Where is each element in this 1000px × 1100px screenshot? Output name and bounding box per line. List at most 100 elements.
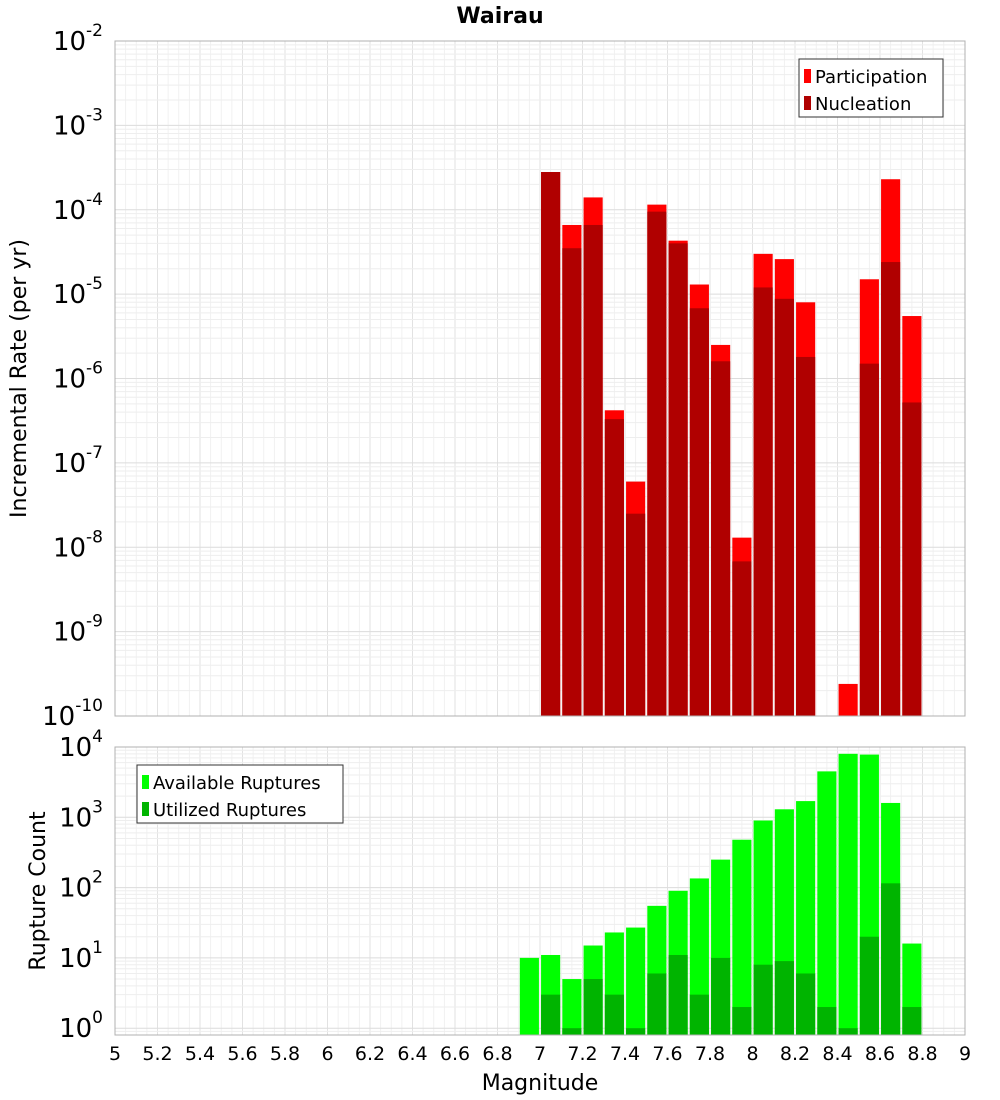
x-tick-label: 6.8: [482, 1043, 512, 1065]
grid: [114, 41, 966, 717]
bar[interactable]: [902, 402, 922, 716]
y-tick-label: 103: [59, 797, 103, 833]
x-tick-label: 6.2: [355, 1043, 385, 1065]
bar[interactable]: [668, 954, 688, 1035]
y-tick-label: 104: [59, 727, 103, 763]
bar[interactable]: [689, 308, 709, 716]
x-tick-label: 5.2: [142, 1043, 172, 1065]
y-tick-label: 10-5: [53, 274, 103, 310]
bar[interactable]: [562, 979, 582, 1035]
bar[interactable]: [647, 211, 667, 716]
x-tick-label: 8.4: [822, 1043, 852, 1065]
bar[interactable]: [881, 883, 901, 1035]
y-tick-label: 101: [59, 938, 103, 974]
bar[interactable]: [817, 771, 837, 1035]
x-tick-label: 8.6: [865, 1043, 895, 1065]
plot-frame: [114, 40, 966, 717]
y-tick-label: 10-6: [53, 359, 103, 395]
legend-box: [136, 764, 344, 824]
bar[interactable]: [859, 936, 879, 1035]
bar[interactable]: [519, 957, 539, 1035]
bar[interactable]: [541, 172, 561, 716]
legend-entry: Nucleation: [815, 94, 911, 115]
x-tick-label: 9: [959, 1043, 971, 1065]
bar[interactable]: [583, 979, 603, 1035]
plot-frame: [114, 746, 966, 1036]
x-tick-label: 6: [321, 1043, 333, 1065]
x-tick-label: 5.6: [227, 1043, 257, 1065]
bar[interactable]: [604, 419, 624, 716]
bar[interactable]: [626, 1028, 646, 1035]
x-tick-label: 8: [746, 1043, 758, 1065]
bar[interactable]: [583, 224, 603, 716]
x-tick-label: 5.4: [185, 1043, 215, 1065]
bar[interactable]: [838, 1028, 858, 1035]
bar[interactable]: [817, 1007, 837, 1035]
bar[interactable]: [838, 683, 858, 716]
y-tick-label: 10-4: [53, 190, 103, 226]
y-tick-label: 10-7: [53, 443, 103, 479]
legend-entry: Utilized Ruptures: [153, 800, 306, 821]
y-axis-title: Incremental Rate (per yr): [7, 239, 32, 518]
legend: Participation Nucleation: [798, 58, 944, 118]
legend: Available Ruptures Utilized Ruptures: [136, 764, 344, 824]
bar[interactable]: [711, 361, 731, 716]
x-tick-label: 7.8: [695, 1043, 725, 1065]
bar[interactable]: [732, 561, 752, 716]
y-tick-label: 10-9: [53, 612, 103, 648]
bar[interactable]: [753, 287, 773, 716]
bar[interactable]: [711, 957, 731, 1035]
bar[interactable]: [689, 994, 709, 1035]
bar[interactable]: [881, 262, 901, 716]
x-tick-label: 6.4: [397, 1043, 427, 1065]
y-tick-label: 10-2: [53, 21, 103, 57]
legend-swatch: [804, 69, 811, 83]
x-tick-label: 6.6: [440, 1043, 470, 1065]
bar[interactable]: [562, 1028, 582, 1035]
x-tick-label: 8.8: [907, 1043, 937, 1065]
bar[interactable]: [796, 973, 816, 1035]
bar[interactable]: [604, 994, 624, 1035]
x-tick-label: 7: [534, 1043, 546, 1065]
series-nucleation: [541, 172, 922, 717]
bar[interactable]: [902, 1007, 922, 1035]
y-tick-label: 100: [59, 1008, 103, 1044]
bar[interactable]: [732, 839, 752, 1035]
x-axis-title: Magnitude: [482, 1071, 599, 1096]
bar[interactable]: [753, 964, 773, 1035]
bar[interactable]: [796, 356, 816, 716]
legend-entry: Available Ruptures: [153, 773, 321, 794]
y-tick-label: 10-10: [42, 696, 103, 732]
chart-title: Wairau: [456, 4, 543, 29]
bar[interactable]: [562, 248, 582, 717]
y-axis-title: Rupture Count: [26, 811, 51, 971]
bar[interactable]: [647, 973, 667, 1035]
x-tick-label: 7.4: [610, 1043, 640, 1065]
bar[interactable]: [774, 298, 794, 716]
legend-entry: Participation: [815, 67, 927, 88]
legend-swatch: [804, 96, 811, 110]
series-utilized-ruptures: [541, 883, 922, 1035]
y-tick-label: 10-3: [53, 105, 103, 141]
y-tick-label: 102: [59, 868, 103, 904]
x-tick-label: 5.8: [270, 1043, 300, 1065]
x-tick-label: 7.2: [567, 1043, 597, 1065]
bar[interactable]: [838, 753, 858, 1035]
x-tick-label: 7.6: [652, 1043, 682, 1065]
x-tick-label: 8.2: [780, 1043, 810, 1065]
bar[interactable]: [626, 927, 646, 1035]
bar[interactable]: [859, 363, 879, 716]
legend-box: [798, 58, 944, 118]
bar[interactable]: [732, 1007, 752, 1035]
y-tick-label: 10-8: [53, 527, 103, 563]
legend-swatch: [142, 775, 149, 789]
legend-swatch: [142, 802, 149, 816]
panel-1: 100 101 102 103 104 Rupture Count Available Ru…: [26, 727, 966, 1044]
x-tick-label: 5: [109, 1043, 121, 1065]
bar[interactable]: [541, 994, 561, 1035]
bar[interactable]: [774, 961, 794, 1035]
bar[interactable]: [626, 513, 646, 716]
bar[interactable]: [668, 243, 688, 717]
